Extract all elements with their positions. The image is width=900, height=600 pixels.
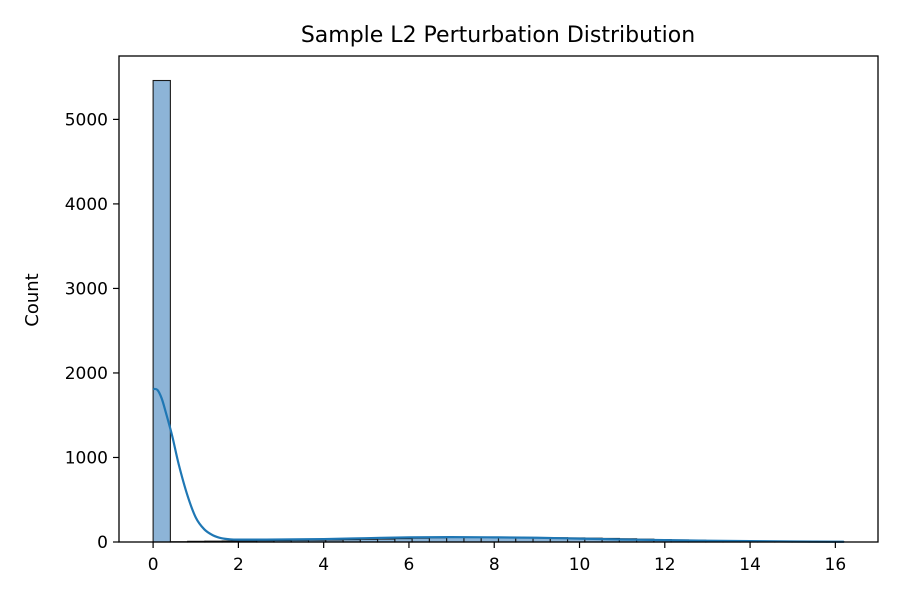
y-tick-label: 1000 [65,448,108,468]
x-tick-label: 8 [489,555,500,575]
x-axis-ticks: 0 2 4 6 8 10 12 14 16 [148,542,846,575]
y-axis-label: Count [22,273,43,326]
y-axis-ticks: 0 1000 2000 3000 4000 5000 [65,110,119,553]
y-tick-label: 3000 [65,279,108,299]
y-tick-label: 5000 [65,110,108,130]
x-tick-label: 2 [233,555,244,575]
chart-title: Sample L2 Perturbation Distribution [301,23,695,48]
x-tick-label: 4 [318,555,329,575]
y-tick-label: 2000 [65,364,108,384]
histogram-bar [152,79,171,543]
kde-curve [152,387,844,543]
x-tick-label: 16 [825,555,847,575]
x-tick-label: 6 [404,555,415,575]
y-tick-label: 4000 [65,195,108,215]
x-tick-label: 10 [569,555,591,575]
plot-frame [118,55,879,543]
kde-curve-group [152,387,844,543]
y-tick-label: 0 [97,533,108,553]
histogram-bars [152,79,845,543]
x-tick-label: 0 [148,555,159,575]
x-tick-label: 12 [654,555,676,575]
x-tick-label: 14 [739,555,761,575]
